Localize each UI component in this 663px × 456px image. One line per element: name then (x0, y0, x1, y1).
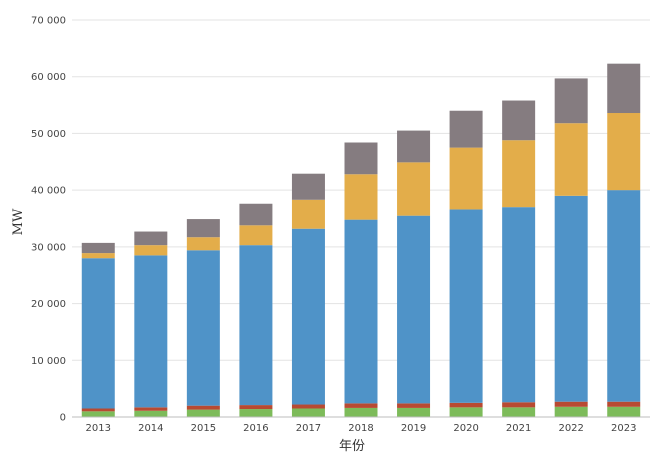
bar-segment-3 (186, 250, 220, 406)
x-tick-label: 2016 (243, 423, 268, 434)
x-tick-label: 2023 (611, 423, 636, 434)
bar-segment-3 (291, 228, 325, 405)
x-tick-label: 2018 (348, 423, 373, 434)
bar-segment-5 (449, 110, 483, 148)
bar-segment-3 (554, 195, 588, 402)
bar-segment-4 (502, 140, 536, 208)
x-axis-ticks: 2013 2014 2015 2016 2017 2018 2019 2020 2021 2022… (86, 423, 637, 434)
x-tick-label: 2021 (506, 423, 531, 434)
bar-segment-2 (344, 403, 378, 408)
bar-segment-4 (134, 245, 168, 256)
bar-segment-4 (186, 237, 220, 251)
bar-segment-3 (81, 258, 115, 409)
bars (81, 63, 641, 417)
bar-segment-1 (239, 409, 273, 417)
bar-segment-3 (607, 190, 641, 402)
bar-segment-5 (607, 63, 641, 114)
bar-segment-3 (502, 207, 536, 403)
y-tick-label: 20 000 (31, 299, 66, 310)
bar-segment-2 (291, 404, 325, 409)
bar-segment-2 (186, 405, 220, 410)
x-tick-label: 2020 (453, 423, 478, 434)
bar-stack-2018 (344, 142, 378, 417)
bar-segment-5 (397, 130, 431, 163)
bar-segment-5 (239, 203, 273, 226)
bar-stack-2023 (607, 63, 641, 417)
bar-segment-3 (397, 215, 431, 404)
bar-stack-2014 (134, 231, 168, 417)
x-tick-label: 2022 (558, 423, 583, 434)
bar-stack-2022 (554, 78, 588, 417)
y-axis-title: MW (11, 208, 26, 235)
bar-segment-2 (502, 402, 536, 408)
bar-segment-1 (186, 409, 220, 417)
bar-segment-1 (449, 407, 483, 417)
bar-segment-4 (397, 162, 431, 216)
bar-segment-4 (239, 225, 273, 246)
bar-segment-5 (186, 219, 220, 238)
y-tick-label: 10 000 (31, 356, 66, 367)
y-tick-label: 70 000 (31, 16, 66, 27)
bar-segment-3 (344, 219, 378, 404)
bar-stack-2017 (291, 173, 325, 417)
bar-segment-2 (81, 408, 115, 412)
bar-stack-2021 (502, 100, 536, 417)
bar-segment-5 (344, 142, 378, 175)
bar-segment-5 (134, 231, 168, 246)
bar-stack-2020 (449, 110, 483, 417)
bar-stack-2015 (186, 219, 220, 417)
y-tick-label: 0 (60, 413, 66, 424)
bar-segment-4 (607, 113, 641, 191)
y-tick-label: 60 000 (31, 72, 66, 83)
bar-segment-4 (449, 147, 483, 210)
bar-segment-1 (502, 407, 536, 417)
bar-segment-2 (239, 405, 273, 410)
bar-segment-1 (344, 407, 378, 417)
bar-segment-1 (397, 407, 431, 417)
bar-segment-4 (291, 199, 325, 229)
bar-segment-2 (554, 401, 588, 407)
bar-segment-4 (81, 253, 115, 259)
bar-stack-2013 (81, 242, 115, 417)
bar-segment-4 (554, 123, 588, 196)
bar-segment-1 (554, 406, 588, 417)
bar-segment-2 (134, 407, 168, 411)
bar-segment-4 (344, 174, 378, 220)
bar-stack-2019 (397, 130, 431, 417)
bar-segment-5 (502, 100, 536, 141)
x-tick-label: 2014 (138, 423, 163, 434)
bar-segment-2 (397, 403, 431, 408)
bar-segment-1 (134, 410, 168, 417)
bar-segment-2 (449, 402, 483, 408)
bar-stack-2016 (239, 203, 273, 417)
bar-segment-5 (291, 173, 325, 200)
bar-segment-2 (607, 401, 641, 407)
bar-segment-5 (81, 242, 115, 254)
x-tick-label: 2017 (296, 423, 321, 434)
x-tick-label: 2015 (191, 423, 216, 434)
y-tick-label: 40 000 (31, 186, 66, 197)
bar-segment-1 (607, 406, 641, 417)
x-tick-label: 2013 (86, 423, 111, 434)
bar-segment-3 (134, 255, 168, 408)
x-axis-title: 年份 (339, 439, 365, 454)
bar-segment-1 (291, 408, 325, 417)
y-tick-label: 30 000 (31, 242, 66, 253)
bar-segment-3 (449, 209, 483, 403)
bar-segment-3 (239, 245, 273, 406)
y-tick-label: 50 000 (31, 129, 66, 140)
bar-segment-5 (554, 78, 588, 124)
bar-segment-1 (81, 411, 115, 417)
x-tick-label: 2019 (401, 423, 426, 434)
y-axis-ticks: 0 10 000 20 000 30 000 40 000 50 000 60 000 70 … (31, 16, 66, 424)
